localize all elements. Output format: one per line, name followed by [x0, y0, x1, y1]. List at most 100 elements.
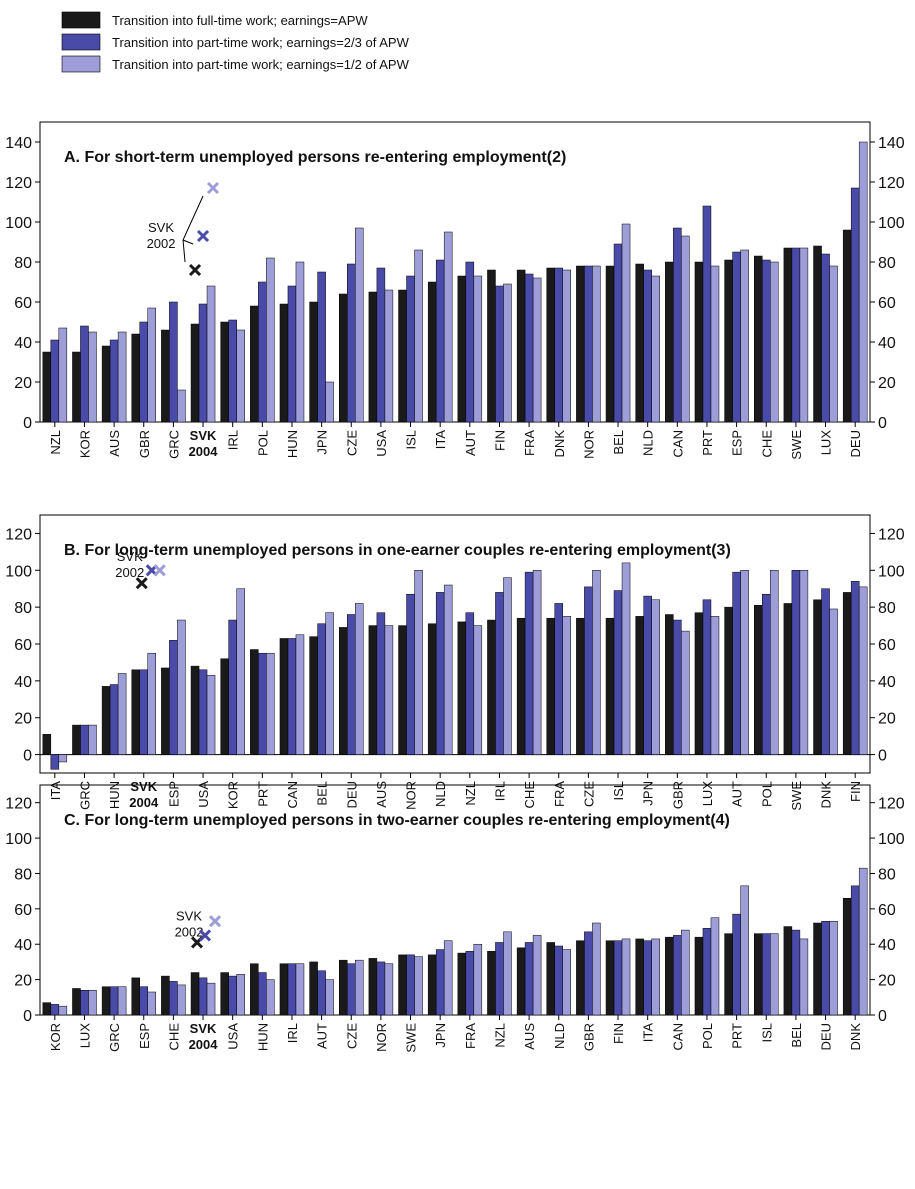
- bar: [813, 599, 822, 755]
- bar: [220, 321, 229, 423]
- x-tick-label: ESP: [166, 781, 181, 807]
- bar: [147, 991, 157, 1016]
- bar: [850, 885, 860, 1016]
- bar: [295, 261, 305, 423]
- bar: [250, 305, 259, 423]
- x-tick-label: JPN: [641, 781, 656, 806]
- bar: [524, 273, 534, 423]
- x-tick-label: NLD: [552, 1023, 567, 1049]
- bar: [338, 293, 348, 423]
- bar: [346, 614, 356, 755]
- bar: [858, 586, 868, 755]
- bar: [643, 595, 652, 755]
- bar: [109, 684, 119, 755]
- bar: [355, 959, 364, 1016]
- bar: [681, 929, 690, 1016]
- bar: [487, 269, 496, 423]
- bar: [651, 599, 660, 755]
- x-tick-label: SVK: [130, 779, 157, 794]
- x-tick-label: JPN: [433, 1023, 448, 1048]
- bar: [584, 931, 593, 1016]
- y-tick-label: 40: [878, 335, 896, 352]
- bar: [724, 606, 733, 755]
- x-tick-label: POL: [700, 1023, 715, 1049]
- bar: [435, 259, 445, 423]
- annotation: 2002: [147, 236, 176, 251]
- bar: [681, 630, 690, 755]
- x-tick-label: HUN: [107, 781, 122, 809]
- bar: [435, 592, 445, 755]
- bar: [621, 938, 631, 1016]
- bar: [473, 625, 483, 755]
- bar: [605, 940, 615, 1016]
- y-tick-label: 120: [5, 526, 32, 543]
- y-tick-label: 100: [5, 831, 32, 848]
- bar: [88, 331, 97, 423]
- bar: [770, 261, 779, 423]
- bar: [495, 592, 504, 755]
- bar: [753, 605, 763, 755]
- bar: [457, 621, 467, 755]
- bar: [101, 986, 111, 1016]
- x-tick-label: USA: [196, 781, 211, 808]
- bar: [236, 588, 245, 755]
- y-tick-label: 100: [5, 563, 32, 580]
- bar: [177, 389, 186, 423]
- bar: [88, 989, 97, 1016]
- bar: [503, 931, 512, 1016]
- x-tick-label: LUX: [700, 781, 715, 807]
- svk-2002-marker: [198, 929, 212, 942]
- bar: [147, 307, 157, 423]
- y-tick-label: 80: [14, 866, 32, 883]
- x-tick-label: ITA: [48, 781, 63, 801]
- chart-title: A. For short-term unemployed persons re-…: [64, 149, 566, 166]
- bar: [473, 275, 483, 423]
- svk-2002-marker: [135, 577, 148, 590]
- bar: [101, 345, 111, 423]
- bar: [50, 339, 60, 423]
- bar: [702, 205, 712, 423]
- bar: [694, 936, 704, 1016]
- bar: [554, 945, 564, 1016]
- bar: [613, 243, 623, 423]
- bar: [665, 261, 674, 423]
- x-tick-label: PRT: [730, 1023, 745, 1049]
- bar: [42, 1002, 52, 1016]
- x-tick-label: CHE: [759, 430, 774, 458]
- bar: [495, 285, 504, 423]
- x-tick-label: KOR: [77, 430, 92, 458]
- x-tick-label: POL: [255, 430, 270, 456]
- bar: [562, 616, 572, 755]
- bar: [317, 970, 326, 1016]
- bar: [258, 972, 267, 1016]
- x-tick-label: GRC: [77, 781, 92, 810]
- x-tick-label: CZE: [344, 1023, 359, 1049]
- bar: [131, 333, 140, 423]
- y-tick-label: 60: [878, 295, 896, 312]
- bar: [338, 627, 348, 755]
- y-tick-label: 60: [878, 902, 896, 919]
- x-tick-label: IRL: [492, 781, 507, 801]
- bar: [309, 961, 318, 1016]
- bar: [398, 954, 407, 1016]
- bar: [635, 263, 644, 423]
- y-tick-label: 0: [23, 748, 32, 765]
- y-tick-label: 20: [14, 375, 32, 392]
- bar: [355, 227, 364, 423]
- x-tick-label: DEU: [819, 1023, 834, 1050]
- bar: [791, 570, 801, 755]
- x-tick-label: GBR: [137, 430, 152, 458]
- y-tick-label: 140: [878, 135, 905, 152]
- bar: [72, 724, 81, 755]
- bar: [147, 652, 157, 755]
- x-tick-label: FRA: [522, 430, 537, 456]
- x-tick-label: IRL: [285, 1023, 300, 1043]
- x-tick-label: CHE: [522, 781, 537, 809]
- bar: [842, 229, 852, 423]
- y-tick-label: 20: [14, 711, 32, 728]
- bar: [177, 619, 186, 755]
- bar: [724, 259, 733, 423]
- bar: [309, 636, 318, 755]
- x-tick-label: NZL: [463, 781, 478, 806]
- x-tick-label: CZE: [344, 430, 359, 456]
